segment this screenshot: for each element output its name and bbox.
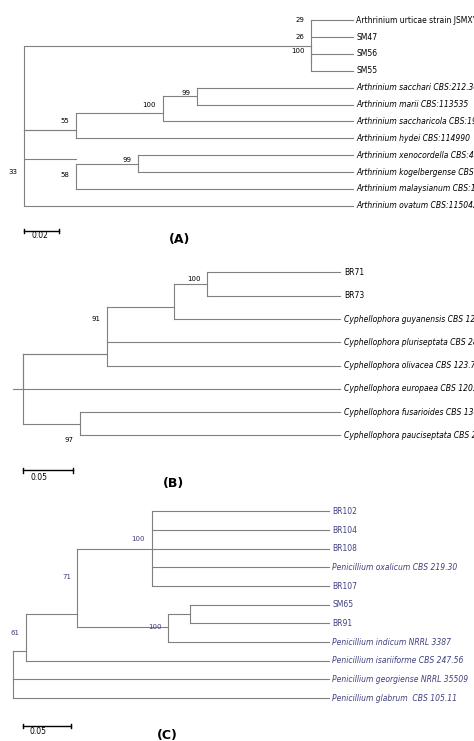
Text: BR73: BR73 [344, 291, 364, 300]
Text: 100: 100 [148, 624, 161, 630]
Text: 33: 33 [9, 169, 17, 175]
Text: Arthrinium ovatum CBS:115042: Arthrinium ovatum CBS:115042 [356, 202, 474, 210]
Text: 0.05: 0.05 [29, 726, 46, 736]
Text: Penicillium isariiforme CBS 247.56: Penicillium isariiforme CBS 247.56 [332, 657, 464, 665]
Text: BR108: BR108 [332, 545, 357, 554]
Text: 55: 55 [61, 119, 69, 124]
Text: Cyphellophora guyanensis CBS 124764: Cyphellophora guyanensis CBS 124764 [344, 314, 474, 324]
Text: Penicillium indicum NRRL 3387: Penicillium indicum NRRL 3387 [332, 637, 451, 647]
Text: Cyphellophora pluriseptata CBS 286.85: Cyphellophora pluriseptata CBS 286.85 [344, 338, 474, 347]
Text: BR91: BR91 [332, 619, 352, 628]
Text: (A): (A) [169, 233, 191, 246]
Text: BR104: BR104 [332, 525, 357, 534]
Text: 71: 71 [62, 574, 71, 579]
Text: Cyphellophora europaea CBS 120392: Cyphellophora europaea CBS 120392 [344, 385, 474, 393]
Text: BR102: BR102 [332, 507, 357, 516]
Text: (C): (C) [157, 729, 178, 741]
Text: 0.05: 0.05 [30, 473, 47, 482]
Text: 100: 100 [142, 102, 155, 107]
Text: BR71: BR71 [344, 268, 364, 277]
Text: 100: 100 [132, 536, 145, 542]
Text: 26: 26 [296, 34, 304, 40]
Text: 61: 61 [10, 630, 19, 636]
Text: SM65: SM65 [332, 600, 353, 609]
Text: 99: 99 [181, 90, 190, 96]
Text: Arthrinium xenocordella CBS:478.86: Arthrinium xenocordella CBS:478.86 [356, 150, 474, 159]
Text: Arthrinium saccharicola CBS:191.73: Arthrinium saccharicola CBS:191.73 [356, 117, 474, 126]
Text: Arthrinium hydei CBS:114990: Arthrinium hydei CBS:114990 [356, 134, 470, 143]
Text: SM55: SM55 [356, 67, 377, 76]
Text: 0.02: 0.02 [31, 230, 48, 240]
Text: 29: 29 [296, 17, 304, 23]
Text: Cyphellophora fusarioides CBS 130291: Cyphellophora fusarioides CBS 130291 [344, 408, 474, 416]
Text: 58: 58 [60, 173, 69, 179]
Text: BR107: BR107 [332, 582, 357, 591]
Text: 91: 91 [91, 316, 100, 322]
Text: Arthrinium malaysianum CBS:102053: Arthrinium malaysianum CBS:102053 [356, 185, 474, 193]
Text: Penicillium glabrum  CBS 105.11: Penicillium glabrum CBS 105.11 [332, 694, 457, 702]
Text: Penicillium oxalicum CBS 219.30: Penicillium oxalicum CBS 219.30 [332, 563, 457, 572]
Text: 100: 100 [187, 276, 201, 282]
Text: SM47: SM47 [356, 33, 377, 41]
Text: (B): (B) [163, 476, 184, 490]
Text: Arthrinium marii CBS:113535: Arthrinium marii CBS:113535 [356, 100, 469, 109]
Text: Cyphellophora pauciseptata CBS 284.85: Cyphellophora pauciseptata CBS 284.85 [344, 431, 474, 440]
Text: Arthrinium urticae strain JSMXY-14: Arthrinium urticae strain JSMXY-14 [356, 16, 474, 24]
Text: Cyphellophora olivacea CBS 123.74: Cyphellophora olivacea CBS 123.74 [344, 361, 474, 370]
Text: 100: 100 [291, 47, 304, 53]
Text: 99: 99 [122, 157, 131, 163]
Text: SM56: SM56 [356, 50, 377, 59]
Text: Arthrinium sacchari CBS:212.30: Arthrinium sacchari CBS:212.30 [356, 83, 474, 92]
Text: 97: 97 [64, 437, 73, 443]
Text: Penicillium georgiense NRRL 35509: Penicillium georgiense NRRL 35509 [332, 675, 468, 684]
Text: Arthrinium kogelbergense CBS:113332: Arthrinium kogelbergense CBS:113332 [356, 167, 474, 176]
